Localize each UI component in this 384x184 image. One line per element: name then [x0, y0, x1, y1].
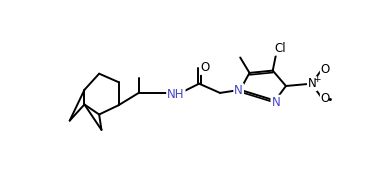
Text: Cl: Cl: [274, 42, 286, 55]
Text: +: +: [313, 75, 321, 84]
Text: O: O: [321, 63, 330, 76]
Text: •: •: [326, 95, 333, 105]
Text: N: N: [308, 77, 317, 90]
Text: N: N: [271, 96, 280, 109]
Text: O: O: [200, 61, 209, 74]
Text: O: O: [321, 92, 330, 105]
Text: NH: NH: [167, 88, 185, 101]
Text: N: N: [234, 84, 243, 97]
